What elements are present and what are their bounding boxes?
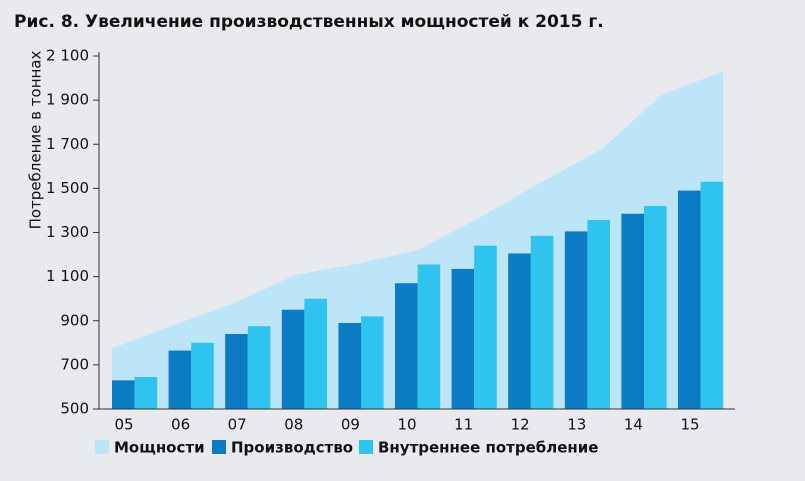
bar — [225, 333, 248, 409]
legend-label: Внутреннее потребление — [378, 439, 598, 457]
bar — [168, 350, 192, 409]
chart-title: Рис. 8. Увеличение производственных мощн… — [14, 12, 604, 32]
bar — [700, 181, 724, 409]
bar — [451, 268, 475, 409]
x-tick-label: 08 — [284, 416, 303, 434]
bar — [621, 213, 644, 409]
bar — [247, 326, 271, 409]
y-tick-label: 700 — [60, 355, 89, 373]
y-tick-label: 1 500 — [46, 179, 89, 197]
bar — [112, 380, 135, 409]
bar — [587, 219, 610, 409]
bar — [361, 316, 384, 409]
y-tick-label: 500 — [60, 400, 89, 418]
x-tick-label: 15 — [680, 416, 699, 434]
y-tick-label: 2 100 — [46, 47, 89, 65]
legend-label: Мощности — [114, 439, 205, 457]
x-tick-label: 12 — [511, 416, 530, 434]
y-tick-label: 1 900 — [46, 91, 89, 109]
bar — [338, 322, 361, 409]
bar — [395, 283, 418, 409]
x-tick-label: 10 — [397, 416, 416, 434]
bar — [564, 231, 588, 409]
bar — [678, 190, 701, 409]
x-tick-label: 05 — [114, 416, 133, 434]
bar — [474, 245, 497, 409]
y-axis-label: Потребление в тоннах — [27, 50, 45, 229]
bar — [281, 309, 305, 409]
bar — [644, 206, 667, 409]
x-tick-label: 07 — [228, 416, 247, 434]
bar — [508, 253, 531, 409]
bar — [191, 342, 214, 409]
y-tick-label: 1 100 — [46, 267, 89, 285]
legend-swatch — [212, 440, 226, 454]
y-tick-label: 1 700 — [46, 135, 89, 153]
x-tick-label: 14 — [624, 416, 643, 434]
y-tick-label: 900 — [60, 311, 89, 329]
legend-swatch — [95, 440, 109, 454]
bar — [530, 235, 554, 409]
x-tick-label: 06 — [171, 416, 190, 434]
legend-swatch — [359, 440, 373, 454]
y-tick-label: 1 300 — [46, 223, 89, 241]
bar — [417, 264, 441, 409]
x-tick-label: 09 — [341, 416, 360, 434]
bar — [304, 298, 327, 409]
legend-label: Производство — [231, 439, 353, 457]
bar — [134, 377, 158, 409]
x-tick-label: 13 — [567, 416, 586, 434]
x-tick-label: 11 — [454, 416, 473, 434]
